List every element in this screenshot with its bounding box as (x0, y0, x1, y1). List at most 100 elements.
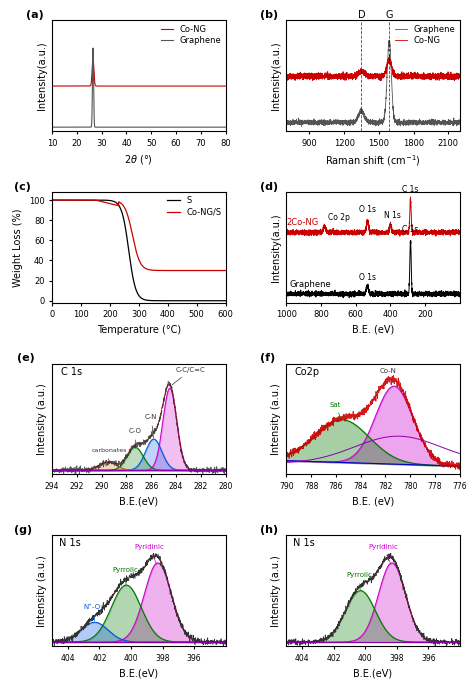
Co-NG (116, 82, 121, 90)
Graphene (299, 122, 304, 131)
Co-NG (303, 73, 309, 82)
X-axis label: 2$\theta$ (°): 2$\theta$ (°) (125, 153, 153, 167)
Text: Co 2p: Co 2p (328, 213, 350, 222)
Co-NG/S (58, 196, 64, 204)
Graphene (457, 118, 463, 126)
Co-NG (90, 54, 96, 63)
Text: Co2p: Co2p (295, 367, 320, 377)
Text: C-O: C-O (129, 428, 142, 447)
Text: G: G (385, 10, 393, 20)
X-axis label: B.E.(eV): B.E.(eV) (119, 496, 158, 507)
Graphene (357, 107, 363, 116)
Line: Co-NG: Co-NG (52, 58, 226, 86)
Graphene (283, 118, 289, 126)
X-axis label: B.E. (eV): B.E. (eV) (352, 496, 394, 507)
Co-NG/S (223, 267, 228, 275)
S (218, 296, 223, 305)
S (134, 287, 139, 295)
Text: D: D (358, 10, 365, 20)
Co-NG (457, 74, 463, 82)
Legend: Graphene, Co-NG: Graphene, Co-NG (395, 24, 456, 45)
Graphene (116, 123, 121, 131)
Text: C-C/C=C: C-C/C=C (172, 367, 206, 385)
Line: Co-NG: Co-NG (286, 55, 460, 80)
Graphene (201, 123, 206, 131)
Graphene (350, 121, 356, 129)
S (218, 296, 223, 305)
Co-NG/S (186, 267, 191, 275)
X-axis label: B.E.(eV): B.E.(eV) (354, 668, 392, 678)
Co-NG/S (129, 228, 135, 237)
Co-NG (201, 82, 206, 90)
Text: Graphene: Graphene (290, 280, 331, 289)
S (49, 196, 55, 204)
S (186, 296, 191, 305)
Graphene (314, 118, 319, 126)
Line: Co-NG/S: Co-NG/S (52, 200, 226, 271)
Text: (f): (f) (260, 354, 275, 363)
Y-axis label: Intensity (a.u.): Intensity (a.u.) (36, 555, 46, 626)
Graphene (49, 123, 55, 131)
S (58, 196, 64, 204)
Text: N⁺-O⁻: N⁺-O⁻ (84, 604, 105, 621)
Y-axis label: Intensity(a.u.): Intensity(a.u.) (271, 41, 281, 110)
Text: (d): (d) (260, 182, 278, 192)
Line: Graphene: Graphene (52, 48, 226, 127)
Graphene (303, 119, 309, 127)
Co-NG (49, 82, 55, 90)
Graphene (435, 117, 441, 125)
Co-NG/S (218, 267, 223, 275)
X-axis label: Raman shift (cm$^{-1}$): Raman shift (cm$^{-1}$) (325, 153, 421, 168)
Text: Pyridinic: Pyridinic (134, 544, 164, 564)
S (223, 296, 228, 305)
Graphene (223, 123, 228, 131)
Text: carbonates: carbonates (92, 448, 127, 460)
Text: 2Co-NG: 2Co-NG (286, 218, 319, 226)
Text: C-N: C-N (145, 414, 157, 438)
Co-NG (314, 75, 319, 84)
Co-NG/S (49, 196, 55, 204)
Co-NG (69, 82, 75, 90)
Graphene (454, 118, 459, 126)
Y-axis label: Intensity(a.u.): Intensity(a.u.) (36, 41, 46, 110)
Text: O 1s: O 1s (359, 273, 376, 282)
Y-axis label: Intensity (a.u.): Intensity (a.u.) (36, 383, 46, 455)
Co-NG (283, 75, 289, 83)
Text: C 1s: C 1s (402, 225, 419, 235)
Text: Co-N: Co-N (379, 368, 396, 383)
Text: N 1s: N 1s (59, 539, 81, 548)
Line: S: S (52, 200, 226, 301)
Text: Pyridinic: Pyridinic (368, 544, 398, 564)
S (129, 268, 135, 276)
Graphene (69, 123, 75, 131)
Y-axis label: Intensity(a.u.): Intensity(a.u.) (271, 213, 281, 282)
Text: N 1s: N 1s (293, 539, 315, 548)
Y-axis label: Weight Loss (%): Weight Loss (%) (13, 208, 23, 287)
Co-NG (350, 70, 356, 78)
Text: O 1s: O 1s (359, 205, 376, 214)
Text: (e): (e) (18, 354, 35, 363)
Co-NG (223, 82, 228, 90)
Text: (g): (g) (14, 525, 32, 535)
Co-NG (219, 82, 225, 90)
X-axis label: B.E.(eV): B.E.(eV) (119, 668, 158, 678)
Co-NG (387, 51, 392, 59)
Co-NG (79, 82, 85, 90)
Y-axis label: Intensity (a.u.): Intensity (a.u.) (271, 383, 281, 455)
Graphene (219, 123, 225, 131)
Text: (c): (c) (14, 182, 31, 192)
X-axis label: Temperature (°C): Temperature (°C) (97, 325, 181, 335)
Text: C 1s: C 1s (402, 185, 419, 194)
Y-axis label: Intensity (a.u.): Intensity (a.u.) (271, 555, 281, 626)
Co-NG (357, 70, 363, 78)
Text: N 1s: N 1s (383, 211, 401, 220)
Co-NG (454, 72, 459, 80)
Text: Pyrrolic: Pyrrolic (112, 567, 138, 585)
X-axis label: B.E. (eV): B.E. (eV) (352, 325, 394, 335)
Co-NG/S (134, 248, 139, 256)
Co-NG (435, 72, 441, 80)
Text: (h): (h) (260, 525, 278, 535)
Graphene (90, 44, 96, 52)
Co-NG (123, 82, 129, 90)
Graphene (387, 36, 392, 44)
